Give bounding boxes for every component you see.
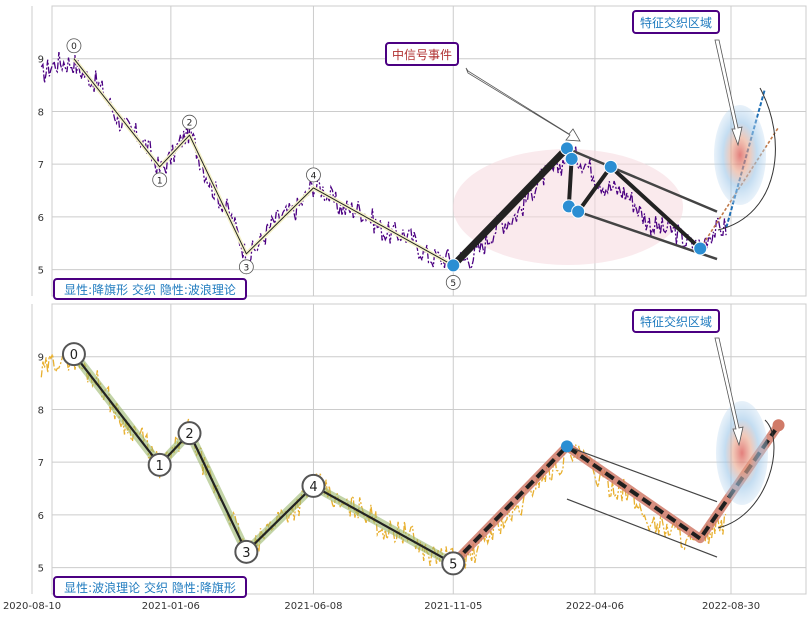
x-tick-label: 2022-04-06 bbox=[566, 601, 624, 612]
top-feature-zone-arrow bbox=[714, 39, 743, 147]
wave-label-circle bbox=[152, 172, 168, 188]
wave-label-text: 5 bbox=[449, 557, 457, 572]
flag-channel-upper bbox=[566, 147, 718, 213]
wave-label-circle bbox=[301, 473, 326, 498]
top-price-series bbox=[40, 52, 727, 271]
flag-channel-lower bbox=[566, 498, 718, 558]
x-tick-label: 2020-08-10 bbox=[3, 601, 61, 612]
bottom-feature-zone-arrow bbox=[714, 337, 744, 447]
bottom-wave-lines bbox=[70, 351, 456, 568]
bottom-explicit-implicit-text: 显性:波浪理论 交织 隐性:降旗形 bbox=[64, 580, 236, 595]
x-tick-label: 2021-11-05 bbox=[424, 601, 482, 612]
wave-label-text: 3 bbox=[242, 546, 250, 561]
wave-label-text: 0 bbox=[70, 348, 78, 363]
wave-label-text: 1 bbox=[157, 176, 163, 186]
wave-label-text: 3 bbox=[243, 263, 249, 273]
y-tick-label: 6 bbox=[38, 213, 44, 224]
top-feature-zone-shape bbox=[714, 87, 776, 231]
top-explicit-implicit-text: 显性:降旗形 交织 隐性:波浪理论 bbox=[64, 282, 236, 297]
top-feature-zone-annotation: 特征交织区域 bbox=[632, 10, 743, 147]
wave-label-circle bbox=[238, 259, 254, 275]
y-tick-label: 5 bbox=[38, 564, 44, 575]
wave-label-circle bbox=[441, 551, 466, 576]
mid-signal-arrow bbox=[465, 67, 581, 142]
price-series-line bbox=[40, 52, 727, 271]
wave-label-circle bbox=[177, 421, 202, 446]
wave-line bbox=[73, 353, 454, 565]
bottom-feature-zone-text: 特征交织区域 bbox=[640, 314, 712, 329]
x-tick-label: 2021-06-08 bbox=[284, 601, 342, 612]
wave-label-circle bbox=[182, 114, 197, 130]
flag-pole-line bbox=[450, 145, 570, 268]
flag-point-dot bbox=[560, 440, 573, 453]
bottom-feature-zone-annotation: 特征交织区域 bbox=[632, 309, 744, 447]
y-tick-label: 9 bbox=[38, 353, 44, 364]
mid-signal-text: 中信号事件 bbox=[392, 47, 452, 62]
flag-point-dot bbox=[603, 159, 618, 174]
wave-label-circle bbox=[445, 275, 461, 290]
wave-label-text: 2 bbox=[187, 119, 193, 129]
wave-label-text: 1 bbox=[156, 459, 164, 474]
y-tick-label: 6 bbox=[38, 511, 44, 522]
flag-point-dot bbox=[571, 204, 586, 219]
wave-label-text: 4 bbox=[311, 171, 317, 181]
y-tick-label: 5 bbox=[38, 266, 44, 277]
wave-label-text: 4 bbox=[309, 480, 317, 495]
bottom-feature-zone-shape bbox=[716, 401, 775, 529]
bottom-x-ticks: 2020-08-10 2021-01-06 2021-06-08 2021-11-05… bbox=[3, 601, 760, 612]
top-wave-lines bbox=[72, 57, 455, 268]
bottom-y-ticks: 5 6 7 8 9 bbox=[38, 353, 44, 575]
flag-point-dot bbox=[693, 241, 708, 256]
top-feature-zone-text: 特征交织区域 bbox=[640, 15, 712, 30]
wave-label-text: 0 bbox=[71, 42, 77, 52]
x-tick-label: 2021-01-06 bbox=[142, 601, 200, 612]
x-tick-label: 2022-08-30 bbox=[702, 601, 760, 612]
bottom-panel: 5 6 7 8 9 2020-08-10 2021-01-06 2021-06-08 2021… bbox=[3, 303, 807, 612]
top-explicit-implicit-box: 显性:降旗形 交织 隐性:波浪理论 bbox=[53, 278, 247, 300]
wave-label-circle bbox=[147, 452, 172, 477]
top-y-ticks: 5 6 7 8 9 bbox=[38, 55, 44, 277]
bottom-explicit-implicit-box: 显性:波浪理论 交织 隐性:降旗形 bbox=[53, 576, 247, 598]
wave-label-circle bbox=[306, 167, 321, 183]
flag-point-dot bbox=[772, 419, 785, 432]
wave-label-text: 5 bbox=[450, 279, 456, 289]
top-panel: 5 6 7 8 9 0 1 2 3 4 5 中信号事件 特征交织区域 显性:降旗形 交织 隐性:波… bbox=[31, 5, 807, 300]
bottom-grid bbox=[31, 304, 806, 594]
bottom-wave-labels: 0 1 2 3 4 5 bbox=[61, 342, 466, 576]
y-tick-label: 7 bbox=[38, 458, 44, 469]
flag-point-dot bbox=[564, 151, 579, 166]
y-tick-label: 9 bbox=[38, 55, 44, 66]
y-tick-label: 8 bbox=[38, 405, 44, 416]
top-wave-labels: 0 1 2 3 4 5 bbox=[66, 38, 461, 290]
flag-channel-upper bbox=[566, 445, 718, 503]
wave-label-circle bbox=[234, 539, 259, 564]
y-tick-label: 8 bbox=[38, 107, 44, 118]
wave-label-text: 2 bbox=[185, 427, 193, 442]
wave-label-circle bbox=[61, 342, 86, 367]
mid-signal-annotation: 中信号事件 bbox=[385, 42, 581, 142]
flag-point-dot bbox=[446, 258, 461, 273]
wave-line bbox=[73, 58, 454, 266]
y-tick-label: 7 bbox=[38, 160, 44, 171]
wave-label-circle bbox=[66, 38, 82, 54]
